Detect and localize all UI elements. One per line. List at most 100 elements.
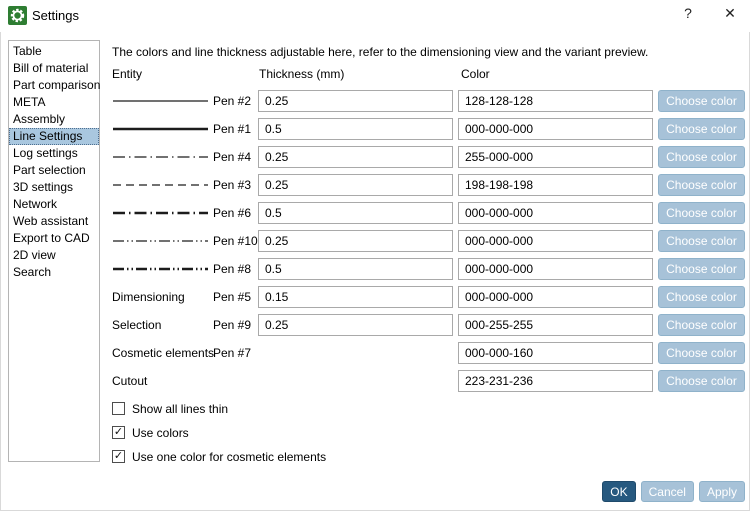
sidebar-item-export-to-cad[interactable]: Export to CAD <box>13 231 90 245</box>
color-input[interactable] <box>458 230 653 252</box>
sidebar-item-assembly[interactable]: Assembly <box>13 112 66 126</box>
cancel-button[interactable]: Cancel <box>640 481 694 502</box>
line-style-preview-dashdotdot-thick <box>113 267 208 271</box>
choose-color-button[interactable]: Choose color <box>658 286 745 308</box>
thickness-input[interactable] <box>258 118 453 140</box>
sidebar-item-meta[interactable]: META <box>13 95 46 109</box>
color-input[interactable] <box>458 258 653 280</box>
table-row-pen4: Pen #4 Choose color <box>112 146 745 170</box>
pen-label: Pen #8 <box>213 262 252 276</box>
column-header-entity: Entity <box>112 67 143 81</box>
thickness-input[interactable] <box>258 314 453 336</box>
line-style-preview-solid-thick <box>113 127 208 131</box>
color-input[interactable] <box>458 90 653 112</box>
pen-label: Pen #10 <box>213 234 258 248</box>
pen-label: Pen #1 <box>213 122 252 136</box>
thickness-input[interactable] <box>258 286 453 308</box>
choose-color-button[interactable]: Choose color <box>658 174 745 196</box>
help-button[interactable]: ? <box>684 5 692 21</box>
checkbox-checked[interactable]: ✓ <box>112 426 125 440</box>
choose-color-button[interactable]: Choose color <box>658 202 745 224</box>
table-row-pen10: Pen #10 Choose color <box>112 230 745 254</box>
choose-color-button[interactable]: Choose color <box>658 258 745 280</box>
sidebar-item-3d-settings[interactable]: 3D settings <box>13 180 74 194</box>
entity-label: Dimensioning <box>112 290 185 304</box>
sidebar-item-part-comparison[interactable]: Part comparison <box>13 78 101 92</box>
sidebar-item-table[interactable]: Table <box>13 44 42 58</box>
pen-label: Pen #6 <box>213 206 252 220</box>
choose-color-button[interactable]: Choose color <box>658 118 745 140</box>
table-row-pen1: Pen #1 Choose color <box>112 118 745 142</box>
choose-color-button[interactable]: Choose color <box>658 314 745 336</box>
thickness-input[interactable] <box>258 230 453 252</box>
checkbox-use-colors[interactable]: ✓ Use colors <box>112 424 189 440</box>
checkbox-show-all-lines-thin[interactable]: Show all lines thin <box>112 400 228 416</box>
checkbox-label: Show all lines thin <box>132 401 229 416</box>
pen-label: Pen #9 <box>213 318 252 332</box>
thickness-input[interactable] <box>258 174 453 196</box>
pen-label: Pen #2 <box>213 94 252 108</box>
checkbox-checked[interactable]: ✓ <box>112 450 125 464</box>
color-input[interactable] <box>458 314 653 336</box>
line-style-preview-dashdotdot-thin <box>113 240 208 242</box>
window-title: Settings <box>32 8 79 23</box>
table-row-cosmetic-elements: Cosmetic elements Pen #7 Choose color <box>112 342 745 366</box>
column-header-thickness: Thickness (mm) <box>259 67 345 81</box>
choose-color-button[interactable]: Choose color <box>658 146 745 168</box>
color-input[interactable] <box>458 146 653 168</box>
checkbox-label: Use one color for cosmetic elements <box>132 449 327 464</box>
line-style-preview-solid-thin <box>113 100 208 102</box>
choose-color-button[interactable]: Choose color <box>658 230 745 252</box>
sidebar-item-line-settings[interactable]: Line Settings <box>9 128 99 145</box>
color-input[interactable] <box>458 286 653 308</box>
pen-label: Pen #3 <box>213 178 252 192</box>
table-row-cutout: Cutout Choose color <box>112 370 745 394</box>
checkbox-use-one-color-cosmetic[interactable]: ✓ Use one color for cosmetic elements <box>112 448 326 464</box>
apply-button[interactable]: Apply <box>698 481 745 502</box>
checkbox-unchecked[interactable] <box>112 402 125 416</box>
choose-color-button[interactable]: Choose color <box>658 370 745 392</box>
entity-label: Cosmetic elements <box>112 346 215 360</box>
settings-category-list: Table Bill of material Part comparison M… <box>8 40 100 462</box>
line-style-preview-dashdot-thick <box>113 211 208 215</box>
sidebar-item-search[interactable]: Search <box>13 265 52 279</box>
pen-label: Pen #5 <box>213 290 252 304</box>
thickness-input[interactable] <box>258 90 453 112</box>
color-input[interactable] <box>458 370 653 392</box>
color-input[interactable] <box>458 342 653 364</box>
settings-gear-icon <box>8 6 27 25</box>
column-header-color: Color <box>461 67 490 81</box>
color-input[interactable] <box>458 118 653 140</box>
line-style-preview-dashdot-thin <box>113 156 208 158</box>
description-text: The colors and line thickness adjustable… <box>112 45 649 59</box>
thickness-input[interactable] <box>258 202 453 224</box>
dialog-footer: OK Cancel Apply <box>602 481 745 502</box>
table-row-pen2: Pen #2 Choose color <box>112 90 745 114</box>
titlebar: Settings ? ✕ <box>0 0 750 32</box>
sidebar-item-log-settings[interactable]: Log settings <box>13 146 78 160</box>
checkbox-label: Use colors <box>132 425 189 440</box>
choose-color-button[interactable]: Choose color <box>658 90 745 112</box>
entity-label: Selection <box>112 318 162 332</box>
pen-label: Pen #7 <box>213 346 252 360</box>
close-icon[interactable]: ✕ <box>724 5 736 21</box>
sidebar-item-web-assistant[interactable]: Web assistant <box>13 214 89 228</box>
line-style-preview-dashed-thin <box>113 184 208 186</box>
thickness-input[interactable] <box>258 146 453 168</box>
sidebar-item-2d-view[interactable]: 2D view <box>13 248 56 262</box>
table-row-dimensioning: Dimensioning Pen #5 Choose color <box>112 286 745 310</box>
thickness-input[interactable] <box>258 258 453 280</box>
table-row-pen8: Pen #8 Choose color <box>112 258 745 282</box>
choose-color-button[interactable]: Choose color <box>658 342 745 364</box>
color-input[interactable] <box>458 202 653 224</box>
table-row-selection: Selection Pen #9 Choose color <box>112 314 745 338</box>
entity-label: Cutout <box>112 374 148 388</box>
pen-label: Pen #4 <box>213 150 252 164</box>
ok-button[interactable]: OK <box>602 481 636 502</box>
table-row-pen6: Pen #6 Choose color <box>112 202 745 226</box>
sidebar-item-bill-of-material[interactable]: Bill of material <box>13 61 89 75</box>
sidebar-item-network[interactable]: Network <box>13 197 58 211</box>
sidebar-item-part-selection[interactable]: Part selection <box>13 163 86 177</box>
color-input[interactable] <box>458 174 653 196</box>
